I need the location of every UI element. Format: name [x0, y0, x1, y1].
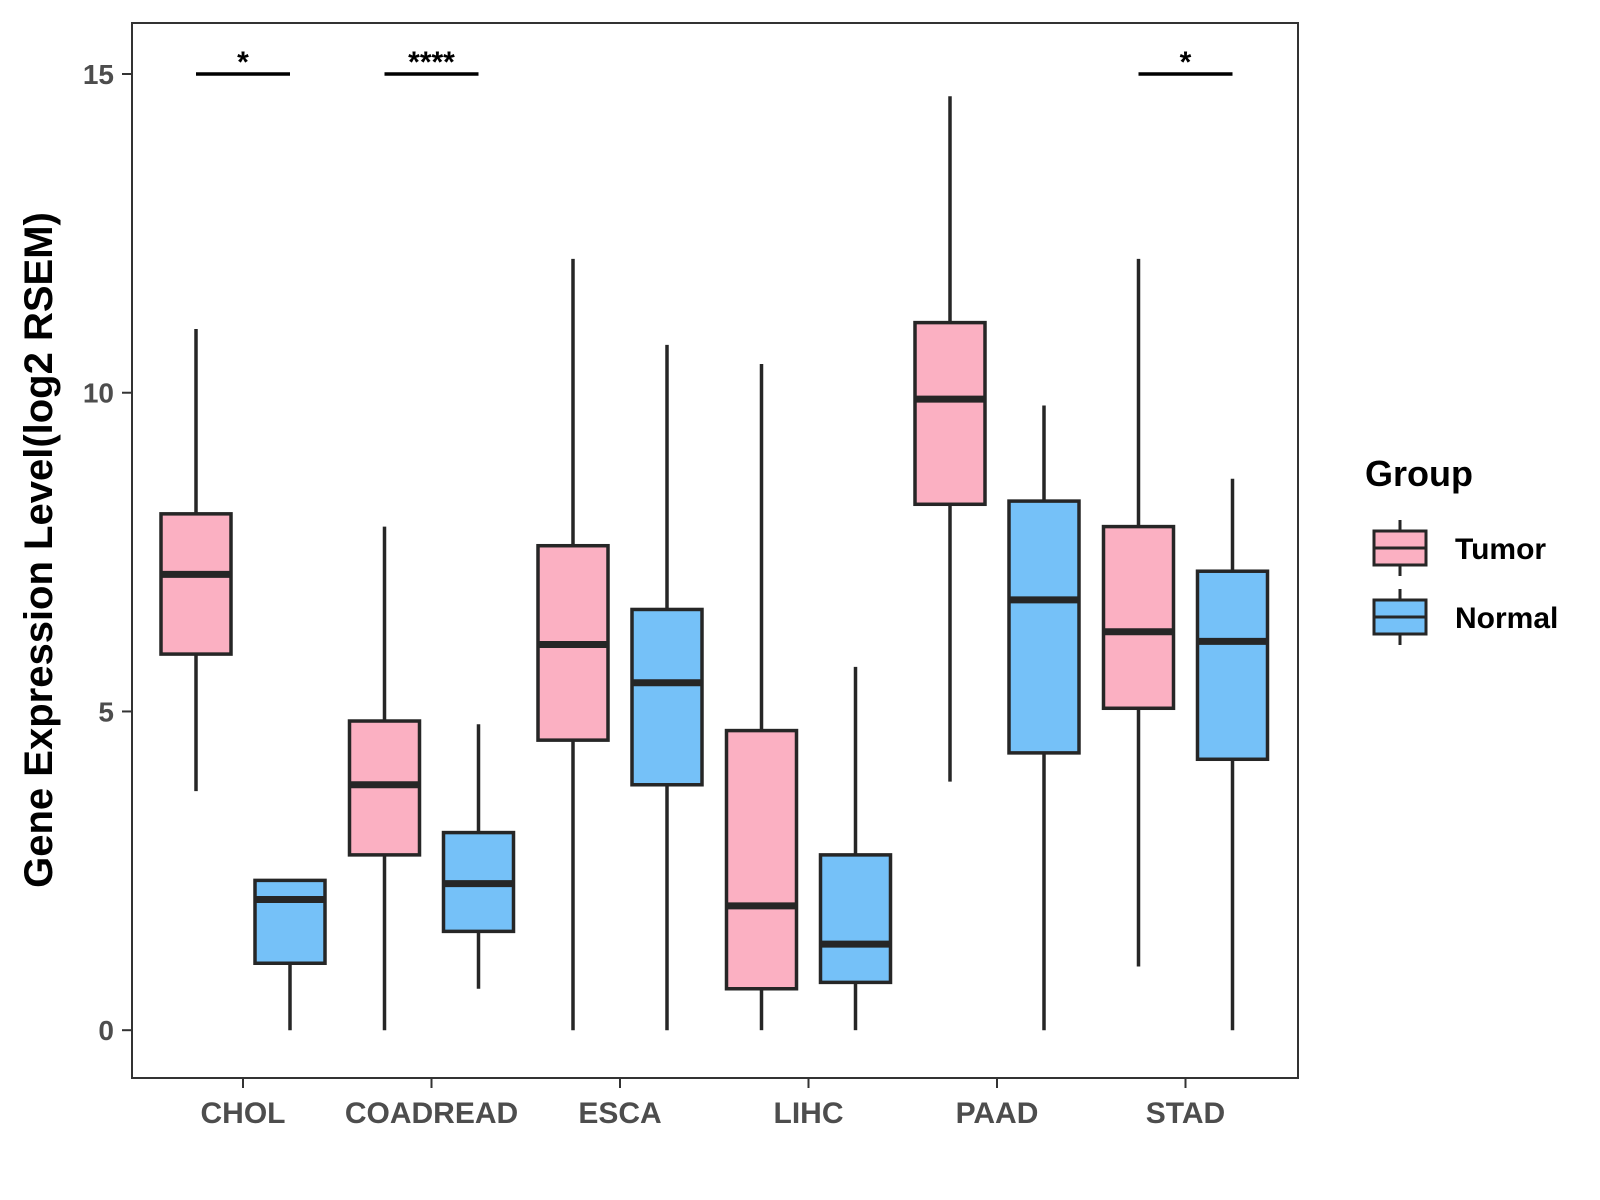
y-tick-label: 5 [98, 696, 114, 727]
box-iqr [1007, 499, 1081, 755]
box-normal-chol [253, 878, 327, 1031]
box-normal-lihc [818, 666, 893, 1031]
box-tumor-chol [159, 328, 233, 792]
box-iqr [159, 512, 233, 656]
significance-coadread: **** [384, 46, 479, 79]
x-tick-label: LIHC [774, 1097, 844, 1130]
box-iqr [1101, 524, 1176, 711]
legend: Group Tumor Normal [1365, 453, 1558, 645]
box-tumor-lihc [724, 364, 799, 1031]
significance-label: * [1180, 46, 1192, 79]
x-tick-label: PAAD [956, 1097, 1039, 1130]
box-normal-esca [630, 344, 704, 1031]
legend-item-normal: Normal [1372, 589, 1558, 645]
legend-item-tumor: Tumor [1372, 520, 1546, 576]
significance-label: **** [408, 46, 455, 79]
y-tick-label: 15 [83, 59, 114, 90]
box-iqr [913, 320, 987, 507]
legend-label: Normal [1455, 602, 1558, 635]
box-iqr [818, 853, 893, 985]
box-iqr [1195, 569, 1270, 762]
box-normal-stad [1195, 478, 1270, 1031]
box-tumor-stad [1101, 258, 1176, 967]
box-iqr [724, 728, 799, 991]
legend-title: Group [1365, 453, 1473, 494]
box-tumor-esca [536, 258, 610, 1031]
box-iqr [253, 878, 327, 966]
significance-chol: * [196, 46, 290, 79]
significance-stad: * [1138, 46, 1233, 79]
x-tick-label: ESCA [578, 1097, 661, 1130]
box-normal-coadread [441, 724, 516, 989]
x-tick-label: CHOL [201, 1097, 286, 1130]
legend-label: Tumor [1455, 533, 1546, 566]
x-tick-label: STAD [1146, 1097, 1225, 1130]
box-iqr [630, 607, 704, 787]
box-tumor-coadread [347, 526, 422, 1031]
box-tumor-paad [913, 96, 987, 782]
significance-label: * [237, 46, 249, 79]
y-tick-label: 0 [98, 1015, 114, 1046]
y-tick-label: 10 [83, 378, 114, 409]
y-axis-title: Gene Expression Level(log2 RSEM) [17, 212, 61, 888]
boxes-layer [159, 96, 1270, 1031]
x-tick-label: COADREAD [345, 1097, 518, 1130]
box-normal-paad [1007, 405, 1081, 1031]
significance-layer: * **** * [196, 46, 1233, 79]
axes-layer: 0 5 10 15 CHOL COADREAD ESCA LIHC PAAD STAD [83, 59, 1225, 1130]
